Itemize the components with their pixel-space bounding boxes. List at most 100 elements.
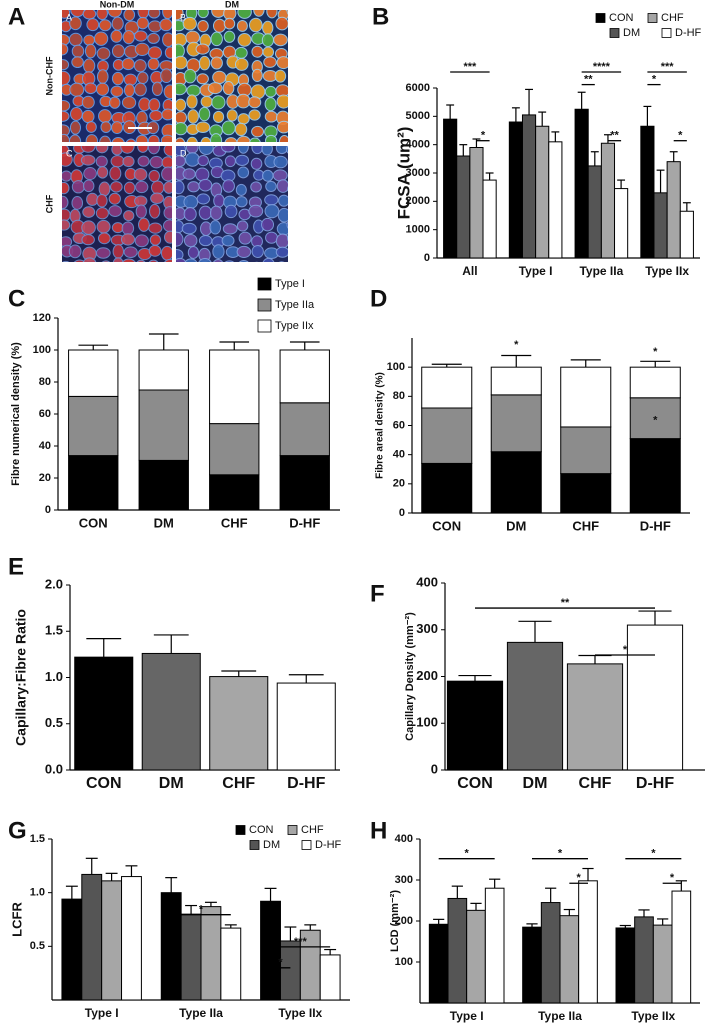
bar — [260, 900, 281, 1001]
cell — [176, 257, 187, 262]
cell — [195, 121, 211, 134]
bar-segment — [629, 366, 681, 399]
cell — [86, 192, 99, 206]
cell — [137, 146, 149, 153]
cell — [121, 57, 135, 71]
bar — [447, 897, 468, 1004]
y-tick-label: 5000 — [406, 110, 430, 122]
cell — [198, 146, 214, 156]
cell — [147, 146, 160, 155]
bar — [666, 161, 681, 259]
cell — [81, 109, 95, 124]
cell — [290, 126, 301, 138]
cell — [162, 32, 172, 48]
cell — [96, 47, 111, 60]
cell — [248, 96, 262, 109]
cell — [196, 193, 211, 205]
cell — [278, 261, 285, 262]
y-axis-label: LCD (mm⁻²) — [389, 890, 401, 952]
cell — [71, 180, 85, 194]
cell — [176, 122, 188, 136]
legend-swatch — [257, 277, 272, 291]
cell — [151, 180, 165, 195]
cell — [197, 154, 209, 167]
cell — [176, 43, 185, 59]
bar — [200, 906, 222, 1001]
cell — [198, 55, 211, 71]
cell — [149, 203, 161, 219]
cell — [187, 245, 200, 259]
cell — [286, 234, 288, 242]
cell — [70, 107, 83, 121]
cell — [236, 20, 248, 32]
significance-label: * — [577, 872, 582, 884]
cells — [62, 146, 172, 262]
x-tick-label: Type I — [519, 264, 553, 278]
cell — [163, 84, 172, 100]
cell — [224, 260, 235, 262]
y-axis-label: Fibre areal density (%) — [375, 372, 386, 479]
bar-segment — [490, 394, 542, 453]
y-tick-label: 100 — [416, 715, 438, 730]
cell — [148, 259, 159, 262]
y-axis-label: Fibre numerical density (%) — [10, 342, 22, 486]
legend-label: Type IIx — [275, 320, 314, 332]
bar — [559, 915, 580, 1004]
bar — [506, 641, 564, 771]
cell — [161, 166, 172, 182]
cell — [224, 204, 238, 219]
cell — [111, 146, 123, 156]
cell — [164, 46, 172, 59]
cell — [263, 56, 277, 68]
bar — [587, 165, 602, 259]
cell — [110, 85, 124, 97]
cell — [108, 205, 122, 218]
y-tick-label: 40 — [393, 449, 405, 461]
cell — [181, 222, 197, 235]
cell — [292, 137, 303, 148]
cell — [95, 207, 109, 220]
cell — [136, 259, 146, 262]
cell — [185, 152, 200, 167]
cell — [112, 244, 125, 259]
cell — [62, 195, 69, 210]
cell — [85, 121, 97, 133]
cell — [183, 68, 197, 84]
significance-label: *** — [661, 61, 675, 73]
cell — [83, 167, 97, 181]
cell — [111, 44, 125, 58]
cell — [160, 134, 172, 142]
cell — [134, 42, 150, 56]
bar — [614, 188, 629, 259]
cell — [235, 154, 250, 166]
cell — [255, 261, 259, 262]
cell — [96, 193, 108, 208]
cell — [250, 181, 262, 193]
bar — [141, 652, 201, 771]
significance-label: ** — [584, 74, 593, 86]
cell — [266, 10, 278, 19]
cell — [84, 82, 98, 95]
cell — [121, 96, 137, 109]
cell — [238, 259, 249, 262]
cell — [62, 10, 71, 19]
image-label: B — [180, 12, 186, 22]
legend-swatch — [609, 28, 620, 38]
cell — [275, 16, 288, 31]
cell — [110, 29, 123, 43]
legend-swatch — [257, 298, 272, 312]
cell — [222, 179, 235, 193]
cell — [176, 55, 188, 70]
panel-label: B — [372, 3, 389, 30]
cell — [69, 82, 85, 97]
y-tick-label: 300 — [395, 874, 413, 886]
bar — [446, 680, 504, 771]
y-tick-label: 400 — [416, 574, 438, 589]
bar — [508, 121, 523, 259]
cell — [223, 17, 236, 30]
cell — [122, 30, 135, 45]
cell — [176, 137, 186, 142]
y-tick-label: 0.5 — [30, 940, 45, 952]
cell — [184, 258, 198, 262]
y-tick-label: 1000 — [406, 224, 430, 236]
